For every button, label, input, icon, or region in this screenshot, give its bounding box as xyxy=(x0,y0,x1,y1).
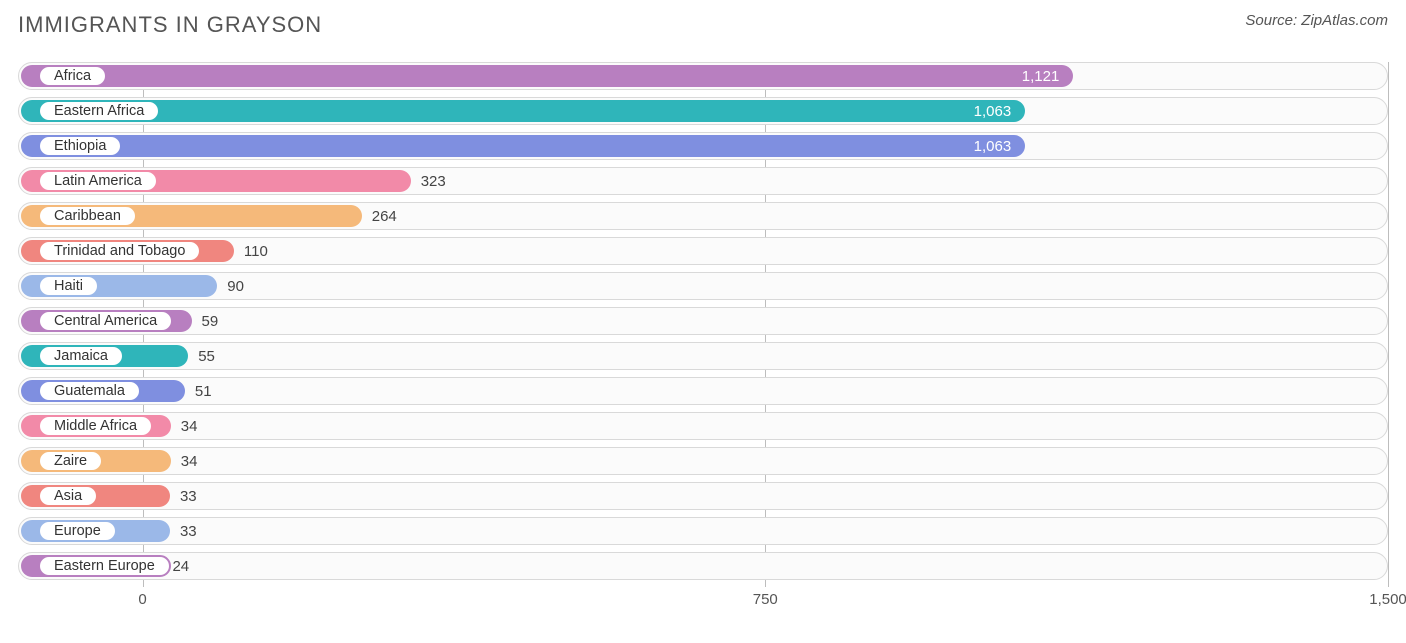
bar-row: Trinidad and Tobago 110 xyxy=(18,237,1388,265)
bar-track xyxy=(18,517,1388,545)
bar-row: Africa 1,121 xyxy=(18,62,1388,90)
source-label: Source: xyxy=(1245,12,1297,29)
bar-label-pill: Haiti xyxy=(38,275,99,297)
bar-fill xyxy=(21,100,1025,122)
bar-value: 1,063 xyxy=(974,132,1012,160)
bar-row: Jamaica 55 xyxy=(18,342,1388,370)
chart-title: IMMIGRANTS IN GRAYSON xyxy=(18,12,322,38)
bar-track xyxy=(18,377,1388,405)
x-tick-label: 0 xyxy=(138,591,146,608)
bar-value: 323 xyxy=(421,167,446,195)
bar-label-pill: Caribbean xyxy=(38,205,137,227)
bar-track xyxy=(18,307,1388,335)
source-value: ZipAtlas.com xyxy=(1301,12,1388,29)
bar-label-pill: Ethiopia xyxy=(38,135,122,157)
bar-track xyxy=(18,552,1388,580)
bar-value: 1,063 xyxy=(974,97,1012,125)
bar-value: 264 xyxy=(372,202,397,230)
x-axis: 07501,500 xyxy=(18,587,1388,615)
bar-label-pill: Africa xyxy=(38,65,107,87)
bar-value: 55 xyxy=(198,342,215,370)
x-tick-label: 750 xyxy=(753,591,778,608)
bar-label-pill: Eastern Africa xyxy=(38,100,160,122)
bar-fill xyxy=(21,135,1025,157)
chart-header: IMMIGRANTS IN GRAYSON Source: ZipAtlas.c… xyxy=(18,12,1388,38)
bar-value: 34 xyxy=(181,412,198,440)
chart-rows: Africa 1,121 Eastern Africa 1,063 Ethiopia 1,… xyxy=(18,62,1388,580)
bar-row: Guatemala 51 xyxy=(18,377,1388,405)
bar-value: 110 xyxy=(244,237,268,265)
bar-row: Haiti 90 xyxy=(18,272,1388,300)
x-tick-label: 1,500 xyxy=(1369,591,1406,608)
bar-chart: Africa 1,121 Eastern Africa 1,063 Ethiopia 1,… xyxy=(18,62,1388,615)
bar-label-pill: Middle Africa xyxy=(38,415,153,437)
bar-row: Central America 59 xyxy=(18,307,1388,335)
bar-track xyxy=(18,272,1388,300)
bar-label-pill: Trinidad and Tobago xyxy=(38,240,201,262)
bar-track xyxy=(18,447,1388,475)
bar-row: Latin America 323 xyxy=(18,167,1388,195)
bar-label-pill: Central America xyxy=(38,310,173,332)
bar-row: Middle Africa 34 xyxy=(18,412,1388,440)
gridline xyxy=(1388,62,1389,587)
bar-label-pill: Guatemala xyxy=(38,380,141,402)
bar-value: 24 xyxy=(172,552,189,580)
bar-row: Eastern Africa 1,063 xyxy=(18,97,1388,125)
bar-value: 33 xyxy=(180,517,197,545)
bar-value: 1,121 xyxy=(1022,62,1060,90)
bar-label-pill: Eastern Europe xyxy=(38,555,171,577)
bar-value: 90 xyxy=(227,272,244,300)
bar-track xyxy=(18,342,1388,370)
bar-label-pill: Europe xyxy=(38,520,117,542)
bar-row: Zaire 34 xyxy=(18,447,1388,475)
bar-label-pill: Zaire xyxy=(38,450,103,472)
bar-value: 51 xyxy=(195,377,212,405)
bar-label-pill: Jamaica xyxy=(38,345,124,367)
bar-fill xyxy=(21,65,1073,87)
chart-source: Source: ZipAtlas.com xyxy=(1245,12,1388,29)
bar-track xyxy=(18,412,1388,440)
bar-row: Eastern Europe24 xyxy=(18,552,1388,580)
bar-row: Asia 33 xyxy=(18,482,1388,510)
bar-row: Ethiopia 1,063 xyxy=(18,132,1388,160)
bar-value: 34 xyxy=(181,447,198,475)
bar-row: Europe 33 xyxy=(18,517,1388,545)
bar-value: 59 xyxy=(202,307,219,335)
bar-track xyxy=(18,482,1388,510)
bar-row: Caribbean 264 xyxy=(18,202,1388,230)
bar-label-pill: Latin America xyxy=(38,170,158,192)
bar-value: 33 xyxy=(180,482,197,510)
bar-label-pill: Asia xyxy=(38,485,98,507)
